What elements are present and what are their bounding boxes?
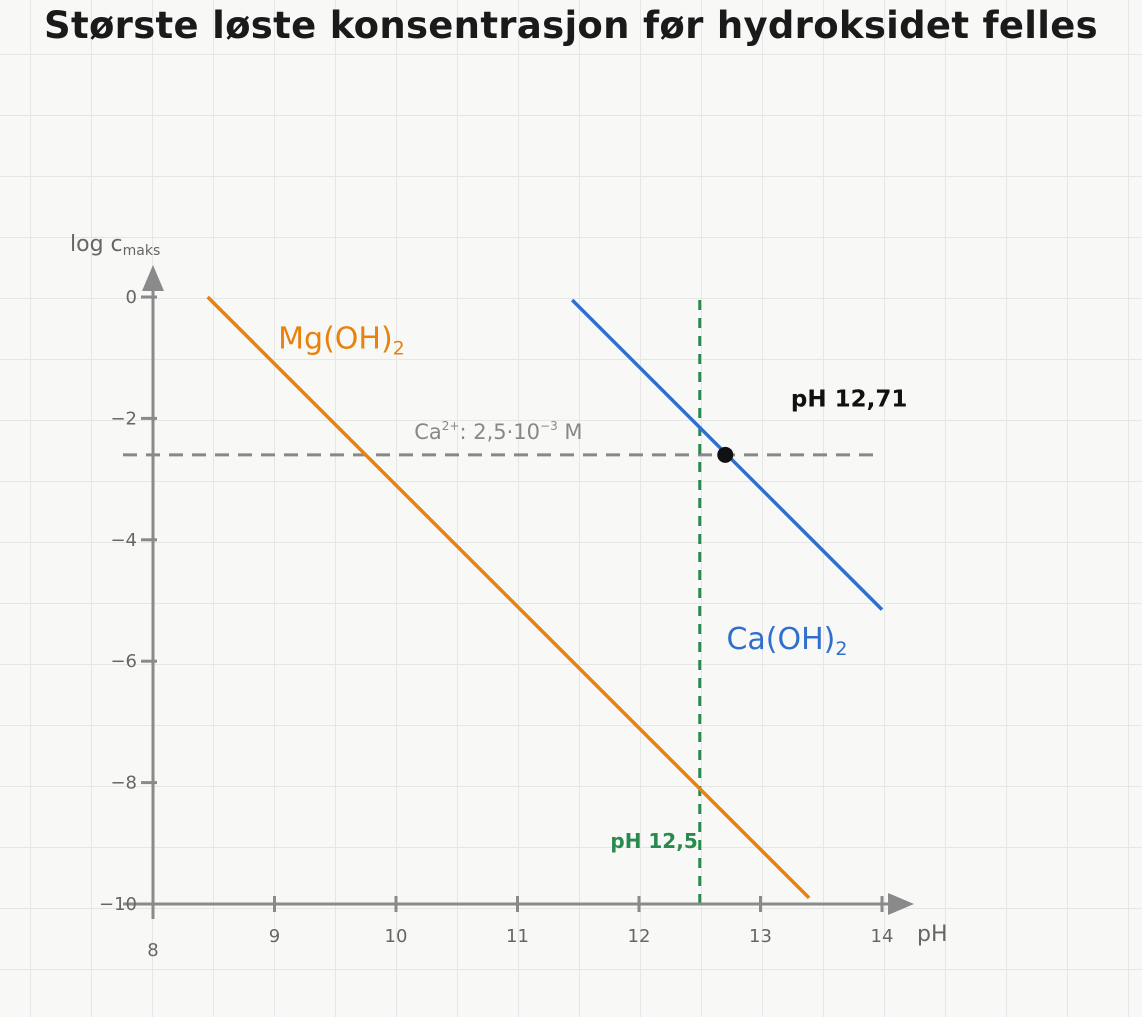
- ca-concentration-label: Ca2+: 2,5·10−3 M: [414, 419, 582, 444]
- series-label-ca-oh2: Ca(OH)2: [726, 622, 847, 660]
- intersection-point: [717, 446, 734, 463]
- axes: [123, 265, 914, 919]
- intersection-label: pH 12,71: [791, 386, 907, 412]
- x-tick-label: 13: [749, 926, 772, 947]
- y-tick-label: −4: [110, 530, 137, 551]
- x-tick-label: 11: [506, 926, 529, 947]
- ph-12-5-label: pH 12,5: [610, 829, 697, 853]
- y-tick-label: −10: [99, 894, 137, 915]
- x-axis-title: pH: [917, 922, 948, 947]
- y-axis-title: log cmaks: [70, 232, 160, 259]
- ticks: 8 9 10 11 12 13 14 0 −2 −4 −6 −8 −10: [99, 287, 893, 961]
- x-tick-label: 12: [628, 926, 651, 947]
- series-label-mg-oh2: Mg(OH)2: [278, 322, 405, 360]
- x-tick-label: 14: [871, 926, 894, 947]
- y-tick-label: 0: [126, 287, 137, 308]
- chart-title: Største løste konsentrasjon før hydroksi…: [44, 4, 1098, 47]
- reference-lines: [123, 297, 882, 904]
- y-axis-title-sub: maks: [123, 243, 161, 259]
- y-axis-arrow: [142, 265, 164, 291]
- x-tick-label: 8: [147, 940, 158, 961]
- x-tick-label: 10: [385, 926, 408, 947]
- y-tick-label: −2: [110, 408, 137, 429]
- series-lines: [206, 295, 884, 900]
- series-line-mg-oh2: [206, 295, 811, 900]
- x-axis-arrow: [888, 893, 914, 915]
- y-tick-label: −8: [110, 773, 137, 794]
- y-tick-label: −6: [110, 651, 137, 672]
- y-axis-title-main: log c: [70, 232, 123, 257]
- x-tick-label: 9: [269, 926, 280, 947]
